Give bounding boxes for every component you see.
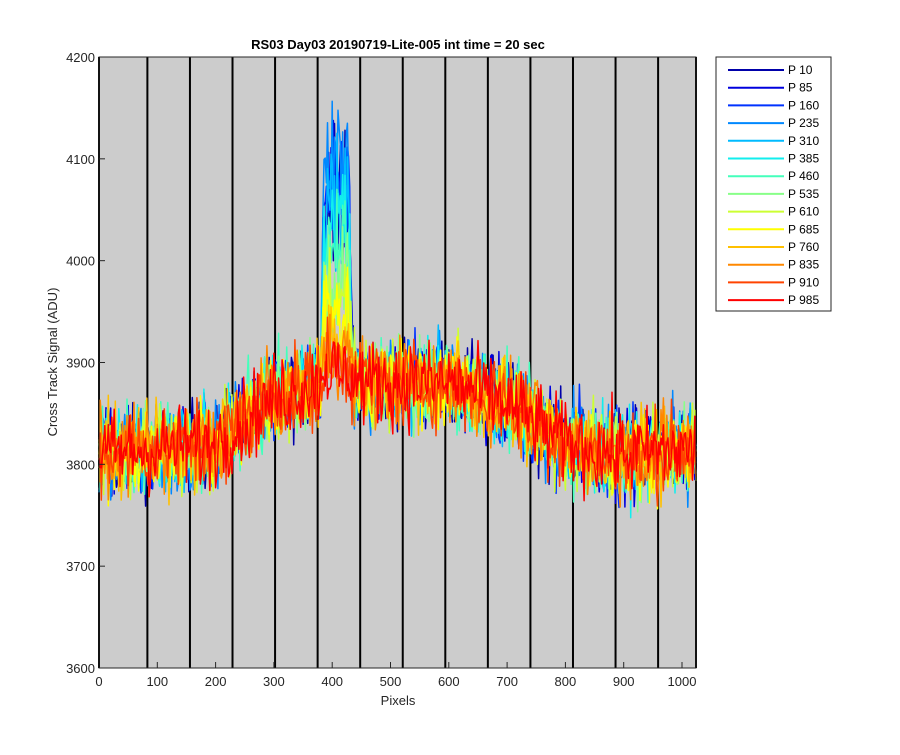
- y-tick-label: 4200: [66, 50, 95, 65]
- y-tick-label: 4000: [66, 254, 95, 269]
- legend: P 10 P 85 P 160 P 235 P 310 P 385 P 460 P 535 P …: [715, 56, 832, 312]
- x-tick-label: 100: [146, 674, 168, 689]
- series-lines: [98, 100, 697, 519]
- x-tick-label: 600: [438, 674, 460, 689]
- legend-label: P 760: [788, 240, 819, 254]
- x-tick-label: 800: [555, 674, 577, 689]
- legend-label: P 535: [788, 187, 819, 201]
- y-tick-label: 3600: [66, 661, 95, 676]
- chart-title: RS03 Day03 20190719-Lite-005 int time = …: [251, 37, 545, 52]
- y-axis-label: Cross Track Signal (ADU): [45, 288, 60, 437]
- x-tick-label: 200: [205, 674, 227, 689]
- x-tick-label: 500: [380, 674, 402, 689]
- x-axis-label: Pixels: [381, 693, 416, 708]
- legend-label: P 310: [788, 134, 819, 148]
- legend-label: P 10: [788, 63, 813, 77]
- legend-label: P 160: [788, 98, 819, 112]
- x-tick-label: 400: [321, 674, 343, 689]
- x-tick-label: 0: [95, 674, 102, 689]
- legend-label: P 385: [788, 152, 819, 166]
- y-tick-label: 3900: [66, 356, 95, 371]
- x-tick-label: 900: [613, 674, 635, 689]
- x-axis: 0 100 200 300 400 500 600 700 800 900 1000: [95, 662, 696, 689]
- legend-label: P 610: [788, 205, 819, 219]
- x-tick-label: 700: [496, 674, 518, 689]
- legend-label: P 85: [788, 81, 813, 95]
- legend-label: P 685: [788, 222, 819, 236]
- x-tick-label: 1000: [668, 674, 697, 689]
- legend-box: [715, 56, 832, 312]
- y-axis: 3600 3700 3800 3900 4000 4100 4200: [66, 50, 105, 676]
- legend-label: P 910: [788, 275, 819, 289]
- legend-label: P 235: [788, 116, 819, 130]
- series-line-p-985: [98, 339, 697, 502]
- x-tick-label: 300: [263, 674, 285, 689]
- y-tick-label: 3800: [66, 457, 95, 472]
- legend-label: P 985: [788, 293, 819, 307]
- series-line-p-910: [98, 316, 697, 507]
- y-tick-label: 3700: [66, 559, 95, 574]
- y-tick-label: 4100: [66, 152, 95, 167]
- legend-label: P 460: [788, 169, 819, 183]
- legend-label: P 835: [788, 258, 819, 272]
